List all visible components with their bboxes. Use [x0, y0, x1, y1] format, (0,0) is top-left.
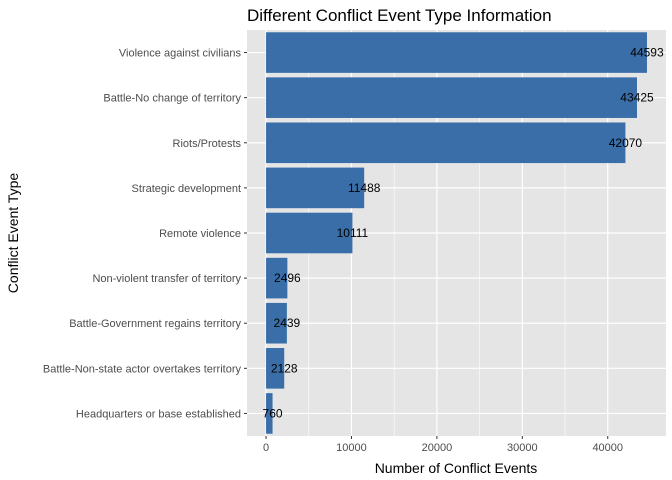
data-label: 11488 — [348, 181, 381, 195]
data-label: 10111 — [337, 226, 369, 240]
data-label: 42070 — [609, 136, 643, 150]
x-tick-label: 20000 — [422, 442, 453, 454]
bar — [266, 32, 647, 73]
y-tick-label: Battle-No change of territory — [103, 93, 241, 105]
y-tick-label: Remote violence — [159, 228, 241, 240]
y-axis: Violence against civilians Battle-No chan… — [43, 48, 247, 420]
y-tick-label: Battle-Government regains territory — [69, 318, 241, 330]
data-label: 2439 — [274, 316, 301, 330]
bar — [266, 212, 353, 254]
y-tick-label: Headquarters or base established — [76, 408, 241, 420]
y-tick-label: Battle-Non-state actor overtakes territo… — [43, 363, 242, 375]
chart-title: Different Conflict Event Type Informatio… — [247, 6, 552, 25]
bar — [266, 348, 285, 389]
bar — [266, 257, 288, 299]
y-tick-label: Riots/Protests — [173, 138, 242, 150]
data-label: 2128 — [271, 361, 298, 375]
x-axis: 0 10000 20000 30000 40000 — [263, 436, 623, 454]
bar — [266, 77, 637, 118]
x-tick-label: 0 — [263, 442, 269, 454]
bar — [266, 393, 273, 434]
data-label: 760 — [263, 406, 283, 420]
bar — [266, 122, 626, 164]
y-tick-label: Violence against civilians — [119, 48, 242, 60]
bar — [266, 167, 365, 209]
y-axis-title: Conflict Event Type — [5, 173, 21, 294]
bar — [266, 302, 287, 344]
data-label: 43425 — [620, 91, 654, 105]
x-tick-label: 10000 — [336, 442, 367, 454]
data-label: 44593 — [630, 46, 664, 60]
y-tick-label: Non-violent transfer of territory — [92, 273, 241, 285]
data-label: 2496 — [274, 271, 301, 285]
x-tick-label: 30000 — [507, 442, 538, 454]
data-labels: 44593 43425 42070 11488 10111 2496 2439 2128 760 — [263, 46, 664, 421]
x-axis-title: Number of Conflict Events — [375, 460, 538, 476]
y-tick-label: Strategic development — [132, 183, 241, 195]
x-tick-label: 40000 — [592, 442, 623, 454]
bars — [266, 32, 647, 434]
